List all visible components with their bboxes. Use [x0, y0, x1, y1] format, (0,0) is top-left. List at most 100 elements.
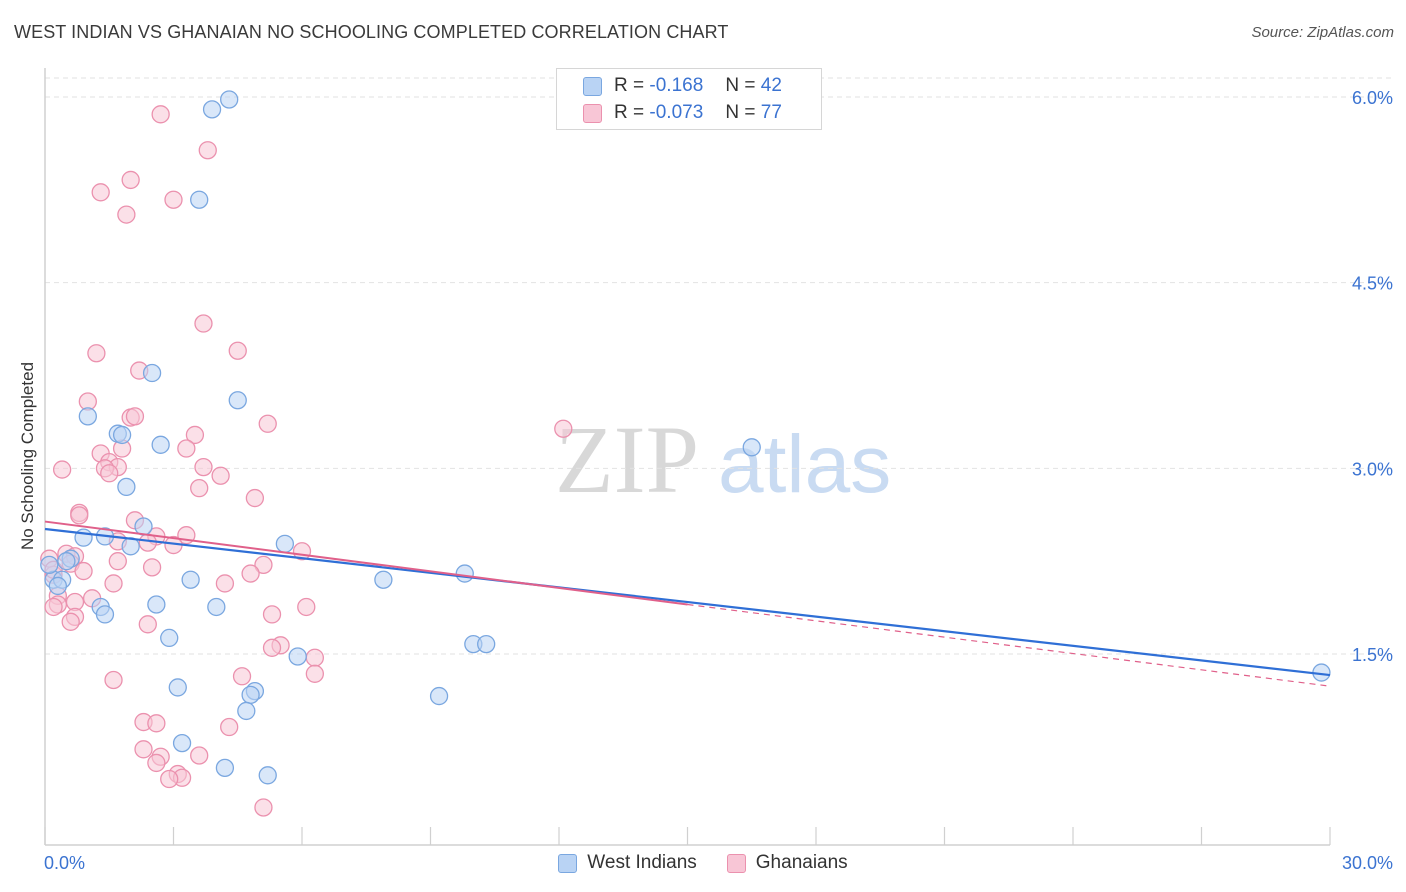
ghanaians-point	[194, 314, 213, 333]
west-indians-point	[57, 552, 76, 571]
west-indians-point	[134, 517, 153, 536]
ghanaians-point	[190, 746, 209, 765]
ghanaians-point	[138, 615, 157, 634]
west-indians-point	[202, 100, 222, 119]
tick-label-layer: 1.5% 3.0% 4.5% 6.0% 0.0% 30.0%	[44, 88, 1393, 873]
ghanaians-point	[228, 341, 247, 360]
west-indians-point	[258, 766, 277, 785]
west-indians-point	[374, 570, 393, 589]
pink-swatch-icon	[583, 103, 602, 123]
ghanaians-point	[194, 457, 213, 477]
west-indians-point	[168, 678, 187, 697]
west-indians-point	[78, 407, 97, 426]
west-indians-point	[147, 595, 166, 614]
ghanaians-point	[151, 105, 170, 124]
west-indians-point	[207, 597, 226, 617]
ghanaians-point	[91, 183, 110, 202]
ghanaians-point	[121, 170, 140, 190]
ghanaians-point	[142, 558, 162, 577]
ghanaians-point	[104, 574, 123, 593]
west-indians-point	[112, 425, 132, 445]
ghanaians-point	[147, 753, 166, 773]
r-value: -0.168	[649, 75, 704, 96]
ghanaians-point	[138, 533, 157, 552]
west-indians-point	[190, 190, 209, 209]
west-indians-point	[228, 391, 247, 410]
ghanaians-point	[100, 464, 119, 483]
west-indians-point	[288, 647, 307, 666]
ghanaians-point	[52, 460, 72, 479]
x-tick-label: 30.0%	[1342, 853, 1393, 873]
ghanaians-point	[254, 798, 273, 817]
n-value: 42	[760, 75, 782, 96]
ghanaians-point	[241, 564, 260, 583]
ghanaians-trendline-extension	[687, 603, 1331, 687]
west-indians-point	[117, 477, 136, 497]
ghanaians-point	[220, 717, 239, 737]
ghanaians-point	[258, 414, 277, 433]
r-label: R =	[614, 102, 645, 123]
legend-label: West Indians	[587, 852, 697, 873]
legend-row-west-indians: R = -0.168 N = 42	[583, 75, 782, 97]
watermark-atlas: atlas	[718, 419, 891, 510]
ghanaians-point	[177, 439, 196, 458]
west-indians-point	[172, 733, 192, 753]
legend-row-ghanaians: R = -0.073 N = 77	[583, 102, 782, 124]
r-label: R =	[614, 75, 645, 96]
west-indians-point	[477, 634, 496, 654]
west-indians-point	[142, 363, 162, 383]
ghanaians-point	[215, 574, 235, 593]
west-indians-point	[220, 90, 239, 109]
n-label: N =	[725, 102, 756, 123]
y-tick-label: 1.5%	[1352, 645, 1393, 665]
west-indians-point	[181, 570, 200, 589]
axis-layer	[44, 68, 1331, 846]
series-legend: West Indians Ghanaians	[0, 852, 1406, 874]
ghanaians-point	[74, 561, 93, 581]
blue-swatch-icon	[558, 853, 578, 873]
ghanaians-point	[61, 612, 80, 631]
west-indians-point	[455, 564, 474, 583]
trend-layer	[44, 520, 1331, 687]
legend-label: Ghanaians	[755, 852, 848, 873]
west-indians-point	[742, 438, 761, 457]
y-tick-label: 3.0%	[1352, 459, 1393, 479]
ghanaians-point	[190, 478, 209, 498]
correlation-legend: R = -0.168 N = 42 R = -0.073 N = 77	[556, 68, 822, 130]
points-layer	[40, 90, 1331, 817]
legend-item-ghanaians[interactable]: Ghanaians	[726, 852, 848, 874]
ghanaians-point	[87, 344, 106, 363]
ghanaians-point	[232, 667, 252, 686]
west-indians-point	[241, 685, 260, 704]
y-tick-label: 6.0%	[1352, 88, 1393, 108]
west-indians-point	[160, 628, 179, 648]
ghanaians-point	[305, 648, 325, 667]
watermark-zip: ZIP	[555, 406, 699, 513]
ghanaians-point	[554, 419, 573, 438]
ghanaians-point	[297, 597, 316, 617]
west-indians-point	[275, 534, 295, 553]
ghanaians-point	[160, 769, 179, 789]
ghanaians-point	[104, 670, 123, 690]
ghanaians-point	[185, 425, 205, 445]
ghanaians-point	[44, 597, 63, 617]
ghanaians-point	[70, 506, 89, 525]
x-tick-label: 0.0%	[44, 853, 85, 873]
legend-item-west-indians[interactable]: West Indians	[558, 852, 697, 874]
ghanaians-point	[305, 664, 325, 683]
ghanaians-point	[147, 714, 166, 733]
r-value: -0.073	[649, 102, 704, 123]
ghanaians-point	[198, 141, 217, 160]
west-indians-point	[95, 605, 115, 624]
n-label: N =	[725, 75, 756, 96]
west-indians-point	[40, 555, 59, 575]
ghanaians-point	[262, 638, 282, 657]
ghanaians-point	[125, 407, 145, 426]
blue-swatch-icon	[583, 76, 602, 96]
ghanaians-point	[164, 190, 183, 209]
chart-title: WEST INDIAN VS GHANAIAN NO SCHOOLING COM…	[14, 22, 729, 42]
west-indians-point	[429, 686, 449, 706]
west-indians-point	[151, 435, 170, 454]
ghanaians-point	[262, 605, 282, 624]
